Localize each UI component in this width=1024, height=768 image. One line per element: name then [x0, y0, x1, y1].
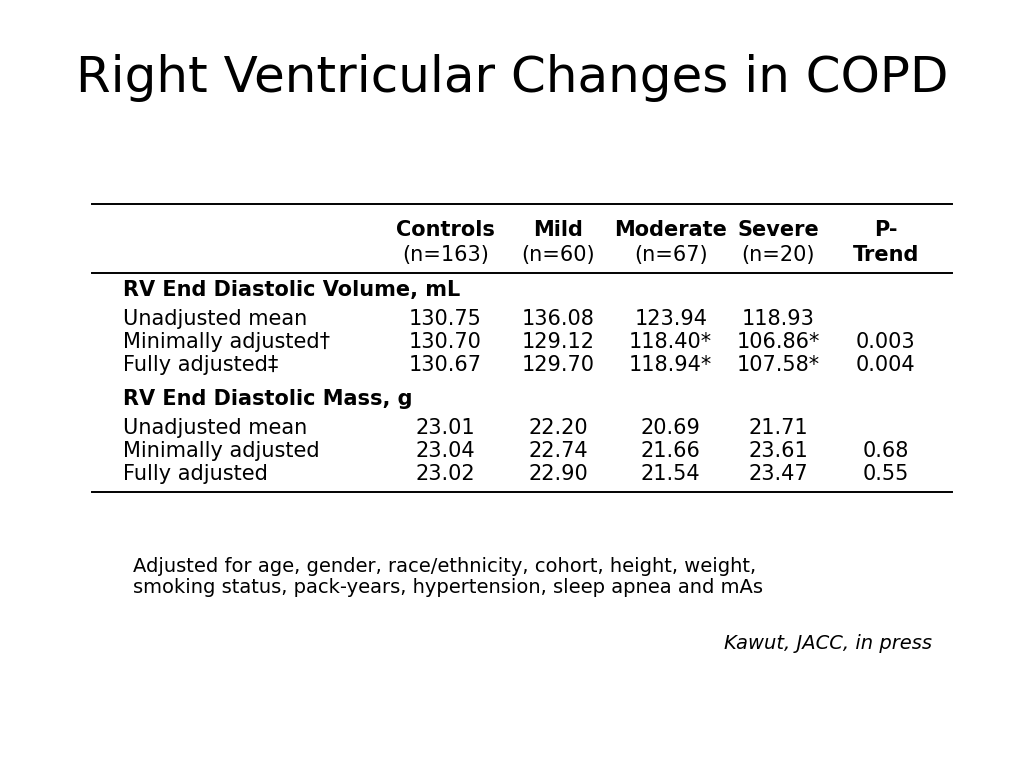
- Text: Minimally adjusted: Minimally adjusted: [123, 441, 319, 461]
- Text: 107.58*: 107.58*: [736, 355, 820, 375]
- Text: 0.004: 0.004: [856, 355, 915, 375]
- Text: 21.54: 21.54: [641, 464, 700, 484]
- Text: 22.74: 22.74: [528, 441, 588, 461]
- Text: RV End Diastolic Mass, g: RV End Diastolic Mass, g: [123, 389, 413, 409]
- Text: 130.75: 130.75: [409, 309, 482, 329]
- Text: Unadjusted mean: Unadjusted mean: [123, 309, 307, 329]
- Text: Fully adjusted: Fully adjusted: [123, 464, 267, 484]
- Text: 0.68: 0.68: [862, 441, 909, 461]
- Text: Controls: Controls: [396, 220, 495, 240]
- Text: 0.003: 0.003: [856, 332, 915, 352]
- Text: 106.86*: 106.86*: [736, 332, 820, 352]
- Text: Adjusted for age, gender, race/ethnicity, cohort, height, weight,: Adjusted for age, gender, race/ethnicity…: [133, 557, 757, 576]
- Text: 23.47: 23.47: [749, 464, 808, 484]
- Text: smoking status, pack-years, hypertension, sleep apnea and mAs: smoking status, pack-years, hypertension…: [133, 578, 763, 597]
- Text: (n=67): (n=67): [634, 245, 708, 265]
- Text: Trend: Trend: [853, 245, 919, 265]
- Text: Minimally adjusted†: Minimally adjusted†: [123, 332, 330, 352]
- Text: 130.70: 130.70: [409, 332, 482, 352]
- Text: 118.94*: 118.94*: [629, 355, 713, 375]
- Text: Severe: Severe: [737, 220, 819, 240]
- Text: 123.94: 123.94: [634, 309, 708, 329]
- Text: (n=20): (n=20): [741, 245, 815, 265]
- Text: 130.67: 130.67: [409, 355, 482, 375]
- Text: 22.20: 22.20: [528, 418, 588, 438]
- Text: (n=60): (n=60): [521, 245, 595, 265]
- Text: 20.69: 20.69: [641, 418, 700, 438]
- Text: 22.90: 22.90: [528, 464, 588, 484]
- Text: Right Ventricular Changes in COPD: Right Ventricular Changes in COPD: [76, 54, 948, 102]
- Text: Fully adjusted‡: Fully adjusted‡: [123, 355, 279, 375]
- Text: 21.66: 21.66: [641, 441, 700, 461]
- Text: P-: P-: [874, 220, 897, 240]
- Text: 23.61: 23.61: [749, 441, 808, 461]
- Text: 136.08: 136.08: [521, 309, 595, 329]
- Text: 129.12: 129.12: [521, 332, 595, 352]
- Text: (n=163): (n=163): [402, 245, 488, 265]
- Text: 23.02: 23.02: [416, 464, 475, 484]
- Text: 21.71: 21.71: [749, 418, 808, 438]
- Text: 118.40*: 118.40*: [629, 332, 713, 352]
- Text: 129.70: 129.70: [521, 355, 595, 375]
- Text: 23.04: 23.04: [416, 441, 475, 461]
- Text: Kawut, JACC, in press: Kawut, JACC, in press: [724, 634, 932, 653]
- Text: 118.93: 118.93: [741, 309, 815, 329]
- Text: RV End Diastolic Volume, mL: RV End Diastolic Volume, mL: [123, 280, 460, 300]
- Text: 23.01: 23.01: [416, 418, 475, 438]
- Text: Mild: Mild: [534, 220, 583, 240]
- Text: 0.55: 0.55: [862, 464, 909, 484]
- Text: Moderate: Moderate: [614, 220, 727, 240]
- Text: Unadjusted mean: Unadjusted mean: [123, 418, 307, 438]
